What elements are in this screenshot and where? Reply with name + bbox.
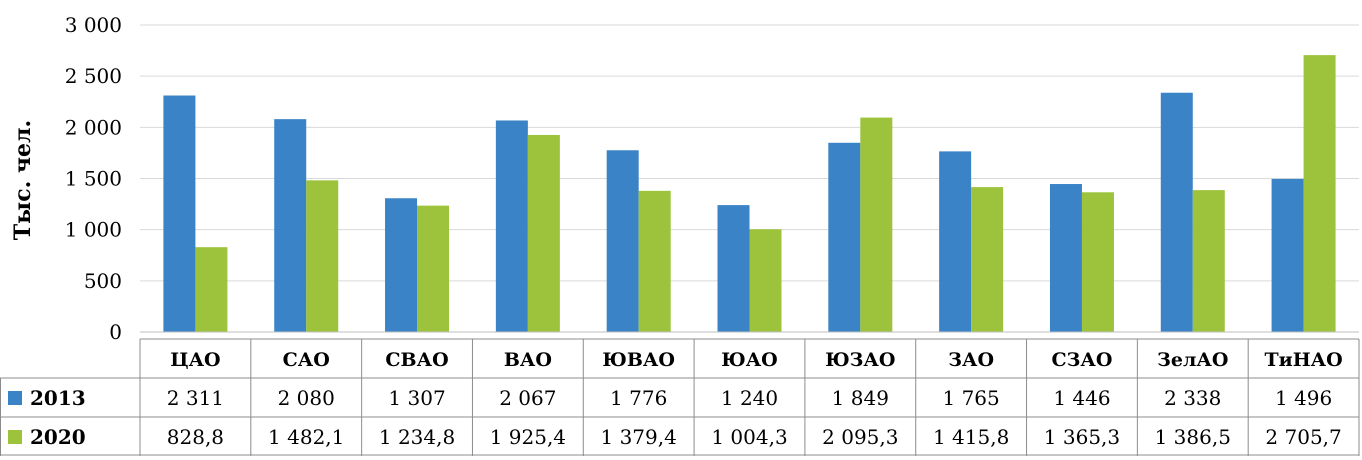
bar-2020 <box>749 229 782 332</box>
bar-2020 <box>971 187 1004 332</box>
data-label-2013: 2 338 <box>1164 386 1221 410</box>
data-label-2020: 1 386,5 <box>1155 425 1231 449</box>
bar-2013 <box>606 150 639 332</box>
legend-swatch-2013 <box>8 391 22 405</box>
legend-label-2020: 2020 <box>30 425 86 449</box>
x-tick-label: ЮАО <box>721 349 777 371</box>
x-tick-label: СЗАО <box>1052 349 1113 371</box>
bar-2013 <box>1160 92 1193 333</box>
y-tick-label: 1 000 <box>65 218 122 242</box>
data-label-2020: 828,8 <box>167 425 224 449</box>
x-tick-label: СВАО <box>385 349 448 371</box>
bar-2013 <box>163 95 196 333</box>
gridlines <box>140 24 1359 282</box>
x-tick-label: ЮЗАО <box>825 349 895 371</box>
data-label-2013: 1 496 <box>1275 386 1332 410</box>
x-tick-label: ЗАО <box>948 349 994 371</box>
bar-2020 <box>1303 55 1336 332</box>
bar-2013 <box>1049 184 1082 332</box>
data-label-2020: 1 365,3 <box>1044 425 1120 449</box>
bar-2013 <box>717 205 750 332</box>
y-tick-label: 1 500 <box>65 167 122 191</box>
data-label-2020: 1 415,8 <box>933 425 1009 449</box>
x-tick-label: ЮВАО <box>602 349 675 371</box>
data-label-2020: 1 925,4 <box>490 425 566 449</box>
data-label-2013: 2 311 <box>167 386 224 410</box>
data-label-2013: 2 067 <box>499 386 556 410</box>
axes: 0 500 1 000 1 500 2 000 2 500 3 000 <box>65 13 1359 344</box>
bar-2020 <box>1081 192 1114 332</box>
x-tick-label: ВАО <box>504 349 552 371</box>
bar-2013 <box>274 119 307 332</box>
data-label-2013: 2 080 <box>278 386 335 410</box>
data-label-2013: 1 776 <box>610 386 667 410</box>
data-label-2020: 2 095,3 <box>822 425 898 449</box>
x-tick-label: САО <box>283 349 330 371</box>
y-tick-label: 2 500 <box>65 64 122 88</box>
bar-2020 <box>860 117 893 332</box>
bar-2020 <box>306 180 339 332</box>
data-table: ЦАО САО СВАО ВАО ЮВАО ЮАО ЮЗАО ЗАО СЗАО ЗелАО ТиНА… <box>0 338 1360 456</box>
y-tick-label: 2 000 <box>65 115 122 139</box>
data-label-2013: 1 765 <box>943 386 1000 410</box>
x-tick-label: ЦАО <box>170 349 220 371</box>
bar-2020 <box>195 247 228 332</box>
x-tick-label: ЗелАО <box>1157 349 1228 371</box>
data-label-2020: 1 379,4 <box>601 425 677 449</box>
bar-2013 <box>939 151 972 332</box>
bar-2013 <box>828 142 861 332</box>
bar-2013 <box>1271 178 1304 332</box>
bar-2013 <box>385 198 418 332</box>
y-axis-label: Тыс. чел. <box>10 120 36 240</box>
y-tick-label: 0 <box>109 320 122 344</box>
bar-2020 <box>417 205 450 332</box>
bar-2013 <box>495 120 528 333</box>
legend-swatch-2020 <box>8 430 22 444</box>
x-tick-label: ТиНАО <box>1264 349 1342 371</box>
legend-label-2013: 2013 <box>30 386 86 410</box>
bar-2020 <box>527 134 560 332</box>
data-label-2020: 1 234,8 <box>379 425 455 449</box>
data-label-2013: 1 307 <box>388 386 445 410</box>
bar-2020 <box>1192 190 1225 332</box>
y-tick-label: 500 <box>84 269 122 293</box>
bar-2020 <box>638 190 671 332</box>
y-tick-label: 3 000 <box>65 13 122 37</box>
data-label-2020: 1 004,3 <box>711 425 787 449</box>
bars <box>163 55 1336 333</box>
data-label-2020: 1 482,1 <box>268 425 344 449</box>
data-label-2013: 1 240 <box>721 386 778 410</box>
data-label-2013: 1 446 <box>1053 386 1110 410</box>
data-label-2013: 1 849 <box>832 386 889 410</box>
data-label-2020: 2 705,7 <box>1265 425 1341 449</box>
